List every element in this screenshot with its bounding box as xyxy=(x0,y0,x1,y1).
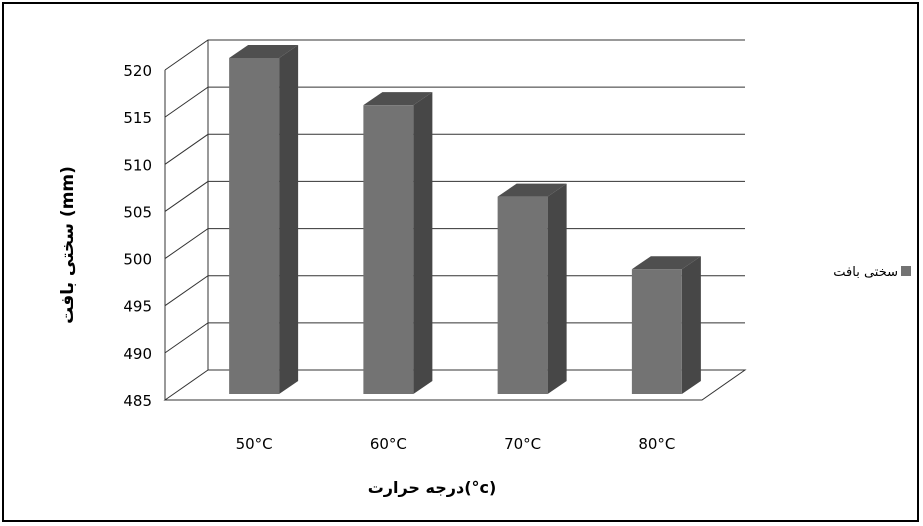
bar-top xyxy=(229,45,299,58)
bar-top xyxy=(631,256,701,270)
gridlines xyxy=(163,39,747,401)
y-tick-label: 485 xyxy=(123,392,152,410)
x-axis-title: درجه حرارت(°c) xyxy=(368,478,497,497)
y-tick-label: 500 xyxy=(123,251,152,269)
bar-front xyxy=(363,105,414,395)
bar-front xyxy=(631,269,682,394)
x-tick-label: 80°C xyxy=(638,435,675,453)
x-axis-ticks: 50°C 60°C 70°C 80°C xyxy=(236,435,676,453)
bar xyxy=(229,45,299,394)
bar xyxy=(497,183,567,394)
bar-top xyxy=(497,183,567,197)
bars xyxy=(229,45,701,395)
legend-swatch xyxy=(901,266,911,276)
y-tick-label: 505 xyxy=(123,203,152,221)
x-tick-label: 60°C xyxy=(370,435,407,453)
y-tick-label: 490 xyxy=(123,345,152,363)
y-tick-label: 510 xyxy=(123,156,152,174)
floor xyxy=(163,369,747,401)
x-tick-label: 50°C xyxy=(236,435,273,453)
bar-side xyxy=(413,92,433,395)
y-tick-label: 495 xyxy=(123,298,152,316)
legend: سختی بافت xyxy=(833,265,911,280)
y-tick-label: 515 xyxy=(123,109,152,127)
bar-side xyxy=(681,256,701,394)
bar-front xyxy=(229,58,280,394)
bar-side xyxy=(547,183,567,394)
legend-label: سختی بافت xyxy=(833,265,898,280)
y-tick-label: 520 xyxy=(123,62,152,80)
y-axis-title: سختی بافت (mm) xyxy=(58,166,78,324)
bar-side xyxy=(279,45,299,394)
bar-top xyxy=(363,92,433,106)
y-axis-ticks: 485 490 495 500 505 510 515 520 xyxy=(123,62,152,410)
bar xyxy=(631,256,701,394)
bar xyxy=(363,92,433,395)
bar-front xyxy=(497,196,548,394)
x-tick-label: 70°C xyxy=(504,435,541,453)
